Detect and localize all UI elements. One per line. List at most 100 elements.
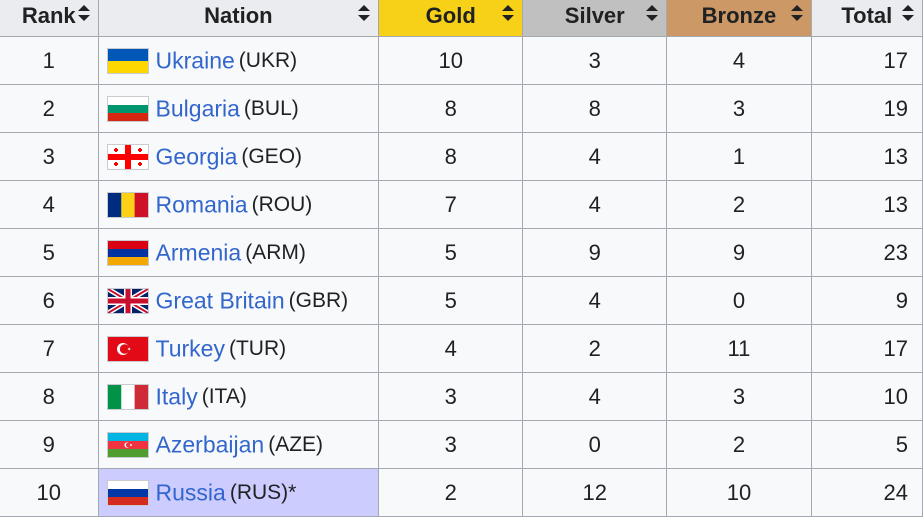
rank-cell: 9 — [0, 420, 99, 469]
rank-cell: 2 — [0, 84, 99, 133]
nation-cell: Romania (ROU) — [97, 180, 380, 229]
table-row: 6 Great Britain (GBR) 5 4 0 9 — [0, 276, 924, 325]
nation-link[interactable]: Italy — [155, 383, 198, 410]
total-cell: 17 — [810, 324, 924, 373]
gold-cell: 10 — [378, 36, 524, 85]
flag-romania-icon[interactable] — [106, 191, 149, 218]
flag-azerbaijan-icon[interactable] — [106, 431, 149, 458]
total-cell: 23 — [810, 228, 924, 277]
table-row: 5 Armenia (ARM) 5 9 9 23 — [0, 228, 924, 277]
table-row: 3 Georgia (GEO) 8 4 1 13 — [0, 132, 924, 181]
bronze-cell: 2 — [666, 420, 812, 469]
rank-cell: 3 — [0, 132, 99, 181]
flag-georgia-icon[interactable] — [106, 143, 149, 170]
column-header-nation[interactable]: Nation — [97, 0, 380, 37]
rank-cell: 8 — [0, 372, 99, 421]
bronze-cell: 3 — [666, 372, 812, 421]
nation-cell: Italy (ITA) — [97, 372, 380, 421]
nation-link[interactable]: Ukraine — [155, 47, 235, 74]
nation-cell: Azerbaijan (AZE) — [97, 420, 380, 469]
total-cell: 24 — [810, 468, 924, 517]
gold-cell: 3 — [378, 420, 524, 469]
nation-code: (GBR) — [288, 288, 349, 312]
nation-link[interactable]: Georgia — [155, 143, 238, 170]
flag-italy-icon[interactable] — [106, 383, 149, 410]
total-cell: 13 — [810, 132, 924, 181]
silver-cell: 12 — [522, 468, 668, 517]
nation-link[interactable]: Turkey — [155, 335, 225, 362]
column-header-gold[interactable]: Gold — [378, 0, 524, 37]
table-row: 9 Azerbaijan (AZE) 3 0 2 5 — [0, 420, 924, 469]
flag-turkey-icon[interactable] — [106, 335, 149, 362]
rank-cell: 4 — [0, 180, 99, 229]
table-row: 4 Romania (ROU) 7 4 2 13 — [0, 180, 924, 229]
column-header-rank[interactable]: Rank — [0, 0, 99, 37]
total-cell: 13 — [810, 180, 924, 229]
table-row: 8 Italy (ITA) 3 4 3 10 — [0, 372, 924, 421]
sort-icon[interactable] — [77, 5, 90, 21]
column-header-total[interactable]: Total — [810, 0, 924, 37]
bronze-cell: 4 — [666, 36, 812, 85]
nation-cell: Turkey (TUR) — [97, 324, 380, 373]
silver-cell: 4 — [522, 372, 668, 421]
bronze-cell: 10 — [666, 468, 812, 517]
nation-cell: Ukraine (UKR) — [97, 36, 380, 85]
silver-cell: 0 — [522, 420, 668, 469]
nation-code: (GEO) — [241, 144, 303, 168]
rank-cell: 6 — [0, 276, 99, 325]
total-cell: 19 — [810, 84, 924, 133]
sort-icon[interactable] — [646, 5, 659, 21]
nation-code: (TUR) — [228, 336, 287, 360]
gold-cell: 2 — [378, 468, 524, 517]
column-header-bronze[interactable]: Bronze — [666, 0, 812, 37]
nation-code: (ARM) — [245, 240, 306, 264]
table-row: 7 Turkey (TUR) 4 2 11 17 — [0, 324, 924, 373]
bronze-cell: 0 — [666, 276, 812, 325]
column-header-silver[interactable]: Silver — [522, 0, 668, 37]
nation-cell: Armenia (ARM) — [97, 228, 380, 277]
flag-russia-icon[interactable] — [106, 479, 149, 506]
sort-icon[interactable] — [902, 5, 914, 21]
flag-great-britain-icon[interactable] — [106, 287, 149, 314]
gold-cell: 7 — [378, 180, 524, 229]
nation-cell: Georgia (GEO) — [97, 132, 380, 181]
rank-cell: 5 — [0, 228, 99, 277]
sort-icon[interactable] — [790, 5, 803, 21]
total-cell: 5 — [810, 420, 924, 469]
rank-cell: 10 — [0, 468, 99, 517]
nation-link[interactable]: Romania — [155, 191, 248, 218]
nation-cell: Russia (RUS)* — [97, 468, 380, 517]
nation-code: (RUS)* — [229, 480, 297, 504]
nation-link[interactable]: Great Britain — [155, 287, 285, 314]
flag-bulgaria-icon[interactable] — [106, 95, 149, 122]
gold-cell: 8 — [378, 84, 524, 133]
silver-cell: 4 — [522, 180, 668, 229]
nation-code: (ROU) — [251, 192, 313, 216]
flag-ukraine-icon[interactable] — [106, 47, 149, 74]
bronze-cell: 2 — [666, 180, 812, 229]
sort-icon[interactable] — [358, 5, 371, 21]
flag-armenia-icon[interactable] — [106, 239, 149, 266]
nation-link[interactable]: Bulgaria — [155, 95, 240, 122]
header-row: Rank Nation Gold Silver Bronze Total — [0, 0, 924, 37]
total-cell: 9 — [810, 276, 924, 325]
gold-cell: 8 — [378, 132, 524, 181]
silver-cell: 8 — [522, 84, 668, 133]
bronze-cell: 11 — [666, 324, 812, 373]
gold-cell: 3 — [378, 372, 524, 421]
nation-cell: Great Britain (GBR) — [97, 276, 380, 325]
rank-cell: 7 — [0, 324, 99, 373]
gold-cell: 5 — [378, 276, 524, 325]
nation-link[interactable]: Azerbaijan — [155, 431, 265, 458]
total-cell: 17 — [810, 36, 924, 85]
silver-cell: 9 — [522, 228, 668, 277]
nation-link[interactable]: Armenia — [155, 239, 242, 266]
silver-cell: 3 — [522, 36, 668, 85]
sort-icon[interactable] — [502, 5, 515, 21]
bronze-cell: 1 — [666, 132, 812, 181]
nation-link[interactable]: Russia — [155, 479, 226, 506]
rank-cell: 1 — [0, 36, 99, 85]
silver-cell: 4 — [522, 132, 668, 181]
gold-cell: 4 — [378, 324, 524, 373]
